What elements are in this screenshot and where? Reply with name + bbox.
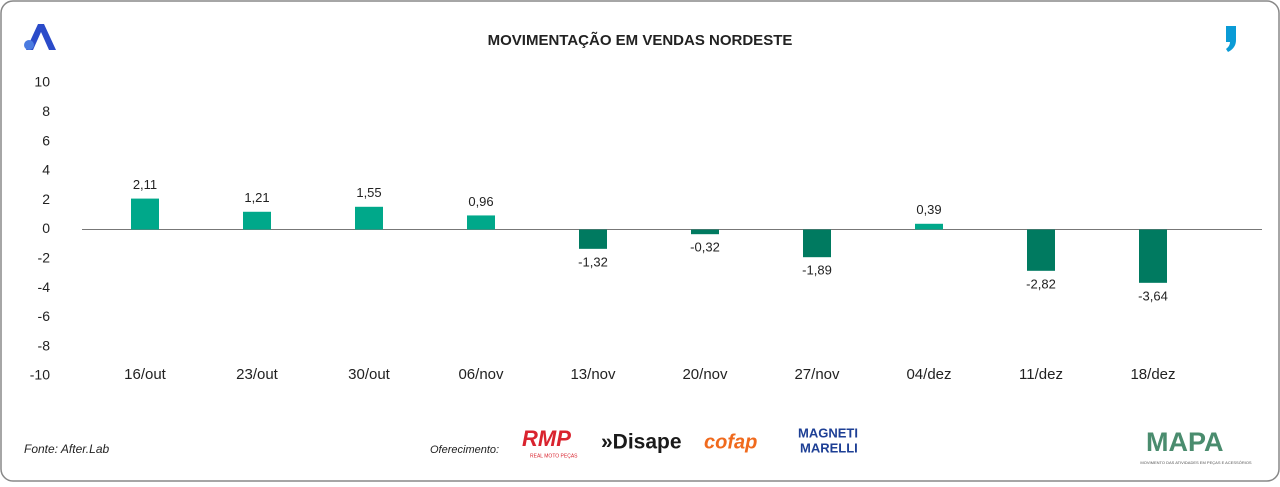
sponsor-logo: RMP (522, 426, 571, 451)
brand-logo: MAPA (1146, 427, 1224, 457)
y-tick-label: 10 (34, 74, 50, 90)
y-tick-label: 2 (42, 191, 50, 207)
bar (243, 211, 271, 230)
source: Fonte: After.Lab (24, 442, 109, 456)
value-label: 0,39 (916, 202, 941, 217)
value-label: -0,32 (690, 240, 720, 255)
bar (579, 229, 607, 249)
x-tick-label: 13/nov (570, 366, 616, 383)
sponsor-logo-sub: REAL MOTO PEÇAS (530, 453, 578, 459)
bar (355, 206, 383, 230)
y-tick-label: 6 (42, 132, 50, 148)
value-label: -1,32 (578, 254, 608, 269)
y-tick-label: -10 (30, 367, 50, 383)
y-tick-label: -2 (38, 250, 51, 266)
brand-tagline: MOVIMENTO DAS ATIVIDADES EM PEÇAS E ACES… (1140, 460, 1252, 465)
y-tick-label: -4 (38, 279, 51, 295)
chart-title: MOVIMENTAÇÃO EM VENDAS NORDESTE (488, 31, 793, 49)
x-tick-label: 16/out (124, 366, 167, 383)
value-label: 2,11 (133, 177, 157, 192)
x-tick-label: 11/dez (1019, 366, 1063, 383)
sponsor-logo: MAGNETI (798, 425, 858, 440)
value-label: 0,96 (468, 194, 493, 209)
bar (1027, 229, 1055, 271)
y-tick-label: 0 (42, 220, 50, 236)
value-label: -1,89 (802, 263, 832, 278)
quote-icon (1226, 26, 1236, 52)
sponsor-label: Oferecimento: (430, 444, 499, 456)
y-tick-label: 4 (42, 162, 50, 178)
y-tick-label: -8 (38, 337, 51, 353)
bar (131, 198, 159, 230)
logo-a (24, 24, 56, 50)
bar (467, 215, 495, 230)
x-tick-label: 20/nov (682, 366, 728, 383)
sponsor-logo: »Disape (601, 431, 682, 454)
x-tick-label: 18/dez (1130, 366, 1175, 383)
value-label: 1,55 (356, 185, 381, 200)
y-tick-label: -6 (38, 308, 51, 324)
x-tick-label: 30/out (348, 366, 391, 383)
x-tick-label: 27/nov (794, 366, 840, 383)
bar (803, 229, 831, 258)
bar (915, 223, 943, 230)
y-tick-label: 8 (42, 103, 50, 119)
x-tick-label: 06/nov (458, 366, 504, 383)
bar (1139, 229, 1167, 283)
x-tick-label: 04/dez (906, 366, 951, 383)
bar (691, 229, 719, 235)
value-label: -3,64 (1138, 288, 1168, 303)
sponsor-logo: MARELLI (800, 440, 858, 455)
value-label: -2,82 (1026, 276, 1056, 291)
sponsor-logo: cofap (704, 431, 757, 453)
x-tick-label: 23/out (236, 366, 279, 383)
value-label: 1,21 (244, 190, 269, 205)
